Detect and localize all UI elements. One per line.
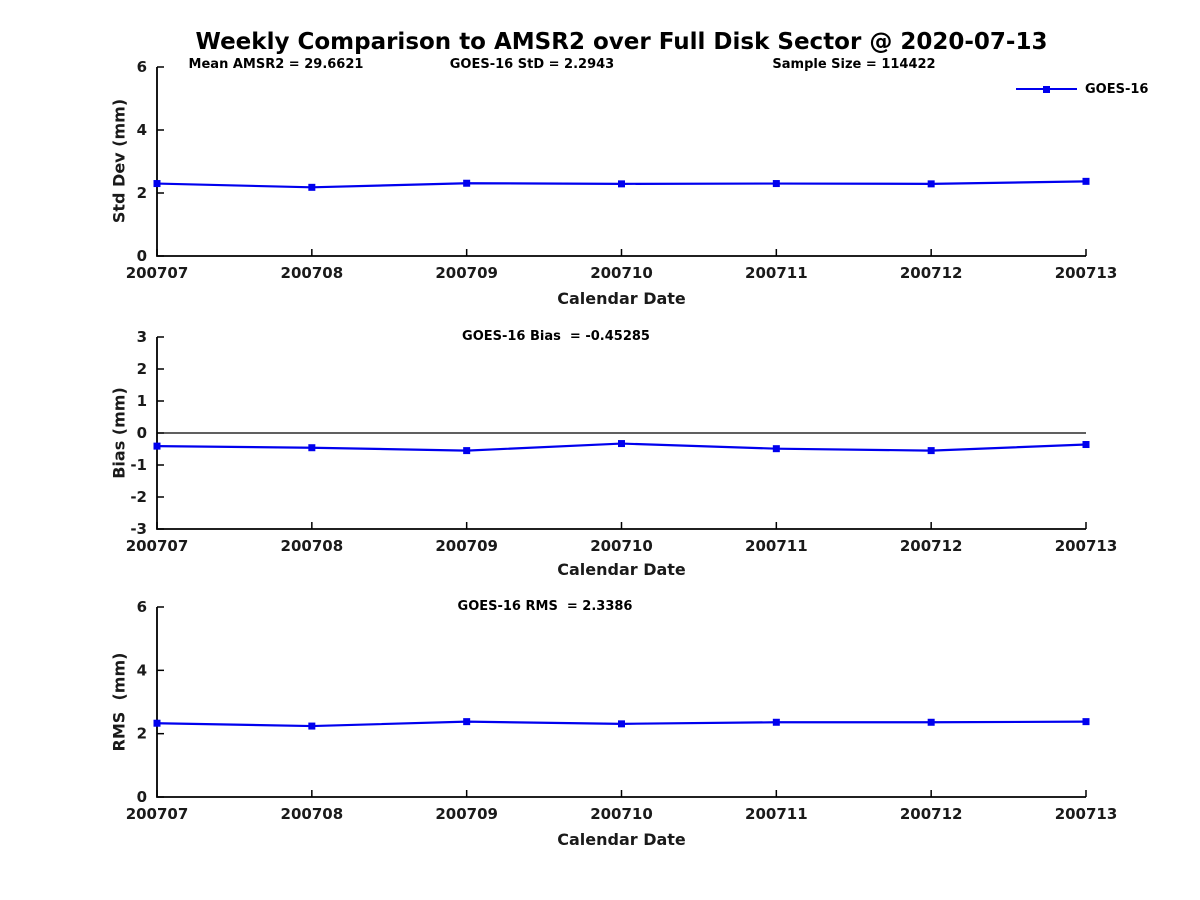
axis-spines <box>156 607 1086 798</box>
legend-line-sample <box>1016 83 1077 96</box>
y-tick-label: 3 <box>137 328 147 346</box>
data-point-marker <box>1082 177 1090 185</box>
data-point-marker <box>153 442 161 450</box>
data-point-marker <box>772 718 780 726</box>
data-point-marker <box>772 180 780 188</box>
x-tick-label: 200712 <box>900 805 963 823</box>
legend: GOES-16 <box>1016 82 1148 97</box>
x-tick-label: 200711 <box>745 537 808 555</box>
data-point-marker <box>772 445 780 453</box>
data-point-marker <box>463 718 471 726</box>
x-tick-label: 200709 <box>435 805 498 823</box>
figure-title: Weekly Comparison to AMSR2 over Full Dis… <box>195 29 1048 55</box>
annotation-goes16-bias: GOES-16 Bias = -0.45285 <box>462 329 650 344</box>
x-tick-label: 200707 <box>126 264 189 282</box>
y-tick-label: 0 <box>137 247 147 265</box>
x-tick-label: 200708 <box>281 537 344 555</box>
data-point-marker <box>927 447 935 455</box>
x-axis-label-bottom: Calendar Date <box>557 830 686 849</box>
y-tick-label: -2 <box>130 488 147 506</box>
annotation-goes16-std: GOES-16 StD = 2.2943 <box>449 57 615 72</box>
y-tick-label: 6 <box>137 598 147 616</box>
data-point-marker <box>463 179 471 187</box>
data-point-marker <box>153 180 161 188</box>
x-tick-label: 200711 <box>745 264 808 282</box>
data-point-marker <box>618 440 625 448</box>
y-tick-label: 0 <box>137 788 147 806</box>
x-tick-label: 200707 <box>126 537 189 555</box>
x-tick-label: 200710 <box>590 537 653 555</box>
annotation-goes16-rms: GOES-16 RMS = 2.3386 <box>457 599 633 614</box>
x-tick-label: 200707 <box>126 805 189 823</box>
x-tick-label: 200712 <box>900 537 963 555</box>
y-tick-label: 2 <box>137 725 147 743</box>
data-point-marker <box>1082 718 1090 726</box>
x-tick-label: 200713 <box>1055 537 1118 555</box>
y-tick-label: 2 <box>137 184 147 202</box>
axis-spines <box>156 67 1086 257</box>
x-tick-label: 200711 <box>745 805 808 823</box>
x-tick-label: 200712 <box>900 264 963 282</box>
y-tick-label: 4 <box>137 121 147 139</box>
y-tick-label: 4 <box>137 661 147 679</box>
data-point-marker <box>927 180 935 188</box>
data-point-marker <box>308 722 316 730</box>
data-point-marker <box>618 180 625 188</box>
annotation-mean-amsr2: Mean AMSR2 = 29.6621 <box>188 57 364 72</box>
data-point-marker <box>308 183 316 191</box>
annotation-sample-size: Sample Size = 114422 <box>772 57 936 72</box>
x-tick-label: 200708 <box>281 264 344 282</box>
data-point-marker <box>1082 441 1090 449</box>
data-point-marker <box>927 718 935 726</box>
y-tick-label: 2 <box>137 360 147 378</box>
data-point-marker <box>618 720 625 728</box>
y-tick-label: -1 <box>130 456 147 474</box>
x-tick-label: 200713 <box>1055 264 1118 282</box>
x-tick-label: 200713 <box>1055 805 1118 823</box>
legend-square-marker-icon <box>1043 86 1050 93</box>
y-tick-label: -3 <box>130 520 147 538</box>
x-tick-label: 200709 <box>435 264 498 282</box>
x-axis-label-top: Calendar Date <box>557 289 686 308</box>
y-tick-label: 1 <box>137 392 147 410</box>
legend-label: GOES-16 <box>1085 82 1149 97</box>
x-tick-label: 200710 <box>590 264 653 282</box>
y-tick-label: 0 <box>137 424 147 442</box>
x-axis-label-middle: Calendar Date <box>557 560 686 579</box>
y-tick-label: 6 <box>137 58 147 76</box>
x-tick-label: 200709 <box>435 537 498 555</box>
data-point-marker <box>308 444 316 452</box>
data-point-marker <box>153 719 161 727</box>
x-tick-label: 200710 <box>590 805 653 823</box>
data-point-marker <box>463 447 471 455</box>
x-tick-label: 200708 <box>281 805 344 823</box>
